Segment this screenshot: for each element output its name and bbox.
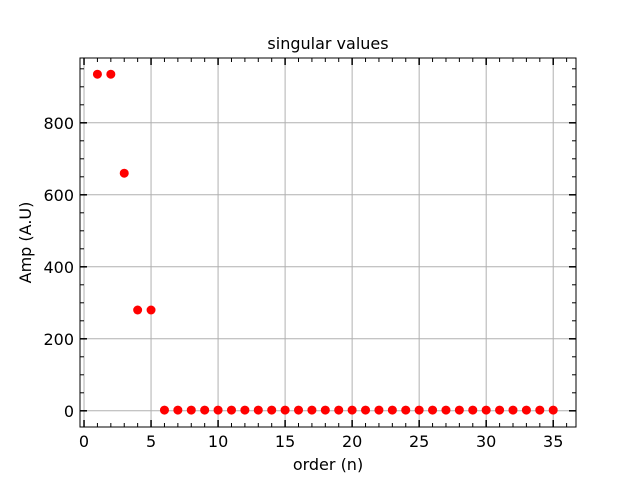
data-point — [548, 405, 558, 415]
data-point — [374, 405, 384, 415]
grid — [80, 58, 576, 427]
data-point — [159, 405, 169, 415]
data-point — [146, 305, 156, 315]
y-tick-label: 800 — [43, 114, 74, 133]
data-point — [508, 405, 518, 415]
data-point — [133, 305, 143, 315]
data-point — [428, 405, 438, 415]
data-point — [280, 405, 290, 415]
axis-ticks: 0 5 10 15 20 25 30 35 0 200 400 600 800 — [43, 58, 576, 451]
data-point — [267, 405, 277, 415]
y-tick-label: 200 — [43, 330, 74, 349]
x-tick-label: 0 — [79, 432, 89, 451]
data-point — [361, 405, 371, 415]
x-tick-label: 5 — [146, 432, 156, 451]
x-tick-label: 10 — [208, 432, 228, 451]
x-tick-label: 25 — [409, 432, 429, 451]
data-point — [106, 69, 116, 79]
data-point — [92, 69, 102, 79]
y-axis-label: Amp (A.U) — [16, 202, 35, 284]
data-point — [320, 405, 330, 415]
data-point — [200, 405, 210, 415]
data-point — [334, 405, 344, 415]
data-point — [387, 405, 397, 415]
data-point — [468, 405, 478, 415]
y-tick-label: 0 — [64, 402, 74, 421]
x-tick-label: 30 — [476, 432, 496, 451]
data-point — [294, 405, 304, 415]
data-point — [441, 405, 451, 415]
y-tick-label: 600 — [43, 186, 74, 205]
chart-title: singular values — [267, 34, 388, 53]
data-point — [481, 405, 491, 415]
data-point — [454, 405, 464, 415]
data-point — [119, 168, 129, 178]
data-point — [307, 405, 317, 415]
data-point — [253, 405, 263, 415]
y-tick-label: 400 — [43, 258, 74, 277]
data-point — [401, 405, 411, 415]
data-point — [535, 405, 545, 415]
data-point — [347, 405, 357, 415]
data-point — [495, 405, 505, 415]
data-point — [226, 405, 236, 415]
data-point — [521, 405, 531, 415]
x-tick-label: 35 — [543, 432, 563, 451]
plot-frame — [79, 57, 577, 428]
x-tick-label: 20 — [342, 432, 362, 451]
data-point — [213, 405, 223, 415]
data-point — [240, 405, 250, 415]
data-point — [173, 405, 183, 415]
data-point — [414, 405, 424, 415]
data-point — [186, 405, 196, 415]
x-axis-label: order (n) — [293, 455, 363, 474]
data-points — [92, 69, 558, 415]
x-tick-label: 15 — [275, 432, 295, 451]
